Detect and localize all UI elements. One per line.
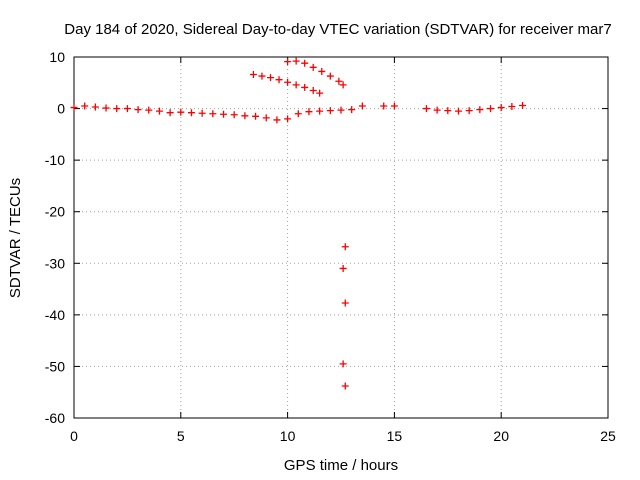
data-point <box>508 103 516 111</box>
x-axis-label: GPS time / hours <box>284 457 398 474</box>
x-tick-label: 20 <box>493 428 509 444</box>
data-point <box>241 112 249 120</box>
data-point <box>309 87 317 95</box>
x-tick-label: 10 <box>280 428 296 444</box>
series-main <box>70 101 527 124</box>
plot-frame <box>73 56 609 419</box>
data-point <box>166 109 174 117</box>
data-point <box>220 110 228 118</box>
y-tick-label: -50 <box>45 358 65 374</box>
data-point <box>262 114 270 122</box>
x-tick-label: 15 <box>387 428 403 444</box>
data-point <box>294 110 302 118</box>
data-point <box>252 112 260 120</box>
data-point <box>81 102 89 110</box>
data-point <box>341 382 349 390</box>
data-point <box>305 108 313 116</box>
data-point <box>198 109 206 117</box>
y-tick-label: -10 <box>45 152 65 168</box>
data-point <box>316 107 324 115</box>
data-point <box>380 102 388 110</box>
data-point <box>284 58 292 66</box>
data-point <box>326 72 334 80</box>
data-point <box>123 105 131 113</box>
data-point <box>309 63 317 71</box>
data-point <box>487 105 495 113</box>
data-point <box>497 104 505 112</box>
data-point <box>316 89 324 97</box>
data-point <box>341 243 349 251</box>
y-tick-label: -20 <box>45 204 65 220</box>
x-tick-label: 0 <box>70 428 78 444</box>
data-point <box>284 115 292 123</box>
data-points <box>70 57 527 390</box>
data-point <box>341 299 349 307</box>
data-point <box>465 107 473 115</box>
y-tick-label: 10 <box>49 49 65 65</box>
data-point <box>337 106 345 114</box>
data-point <box>348 106 356 114</box>
data-point <box>422 105 430 113</box>
data-point <box>444 107 452 115</box>
data-point <box>102 104 110 112</box>
y-tick-label: 0 <box>57 101 65 117</box>
data-point <box>258 72 266 80</box>
data-point <box>301 83 309 91</box>
data-point <box>91 103 99 111</box>
series-outliers <box>339 243 349 390</box>
data-point <box>292 57 300 65</box>
data-point <box>267 74 275 82</box>
axis-ticks: 0 5 10 15 20 25 -60 -50 -40 -30 -20 -10 0 10 <box>45 49 616 444</box>
data-point <box>113 105 121 113</box>
data-point <box>358 102 366 110</box>
data-point <box>230 111 238 119</box>
data-point <box>284 78 292 86</box>
data-point <box>433 106 441 114</box>
data-point <box>249 71 257 79</box>
data-point <box>209 110 217 118</box>
data-point <box>145 106 153 114</box>
data-point <box>326 107 334 115</box>
data-point <box>187 109 195 117</box>
data-point <box>318 67 326 75</box>
data-point <box>390 102 398 110</box>
data-point <box>155 107 163 115</box>
series-arc-lower <box>249 71 324 97</box>
y-axis-label: SDTVAR / TECUs <box>7 178 24 298</box>
data-point <box>301 59 309 67</box>
data-point <box>275 76 283 84</box>
data-point <box>292 81 300 89</box>
chart-title: Day 184 of 2020, Sidereal Day-to-day VTE… <box>64 21 611 38</box>
data-point <box>335 77 343 85</box>
x-tick-label: 5 <box>177 428 185 444</box>
data-point <box>70 104 78 112</box>
y-tick-label: -30 <box>45 255 65 271</box>
data-point <box>454 107 462 115</box>
x-tick-label: 25 <box>600 428 616 444</box>
data-point <box>177 108 185 116</box>
y-tick-label: -60 <box>45 410 65 426</box>
data-point <box>339 360 347 368</box>
series-arc-upper <box>284 57 347 89</box>
data-point <box>339 81 347 89</box>
data-point <box>339 264 347 272</box>
data-point <box>476 106 484 114</box>
data-point <box>134 106 142 114</box>
data-point <box>273 116 281 124</box>
data-point <box>519 101 527 109</box>
y-tick-label: -40 <box>45 307 65 323</box>
